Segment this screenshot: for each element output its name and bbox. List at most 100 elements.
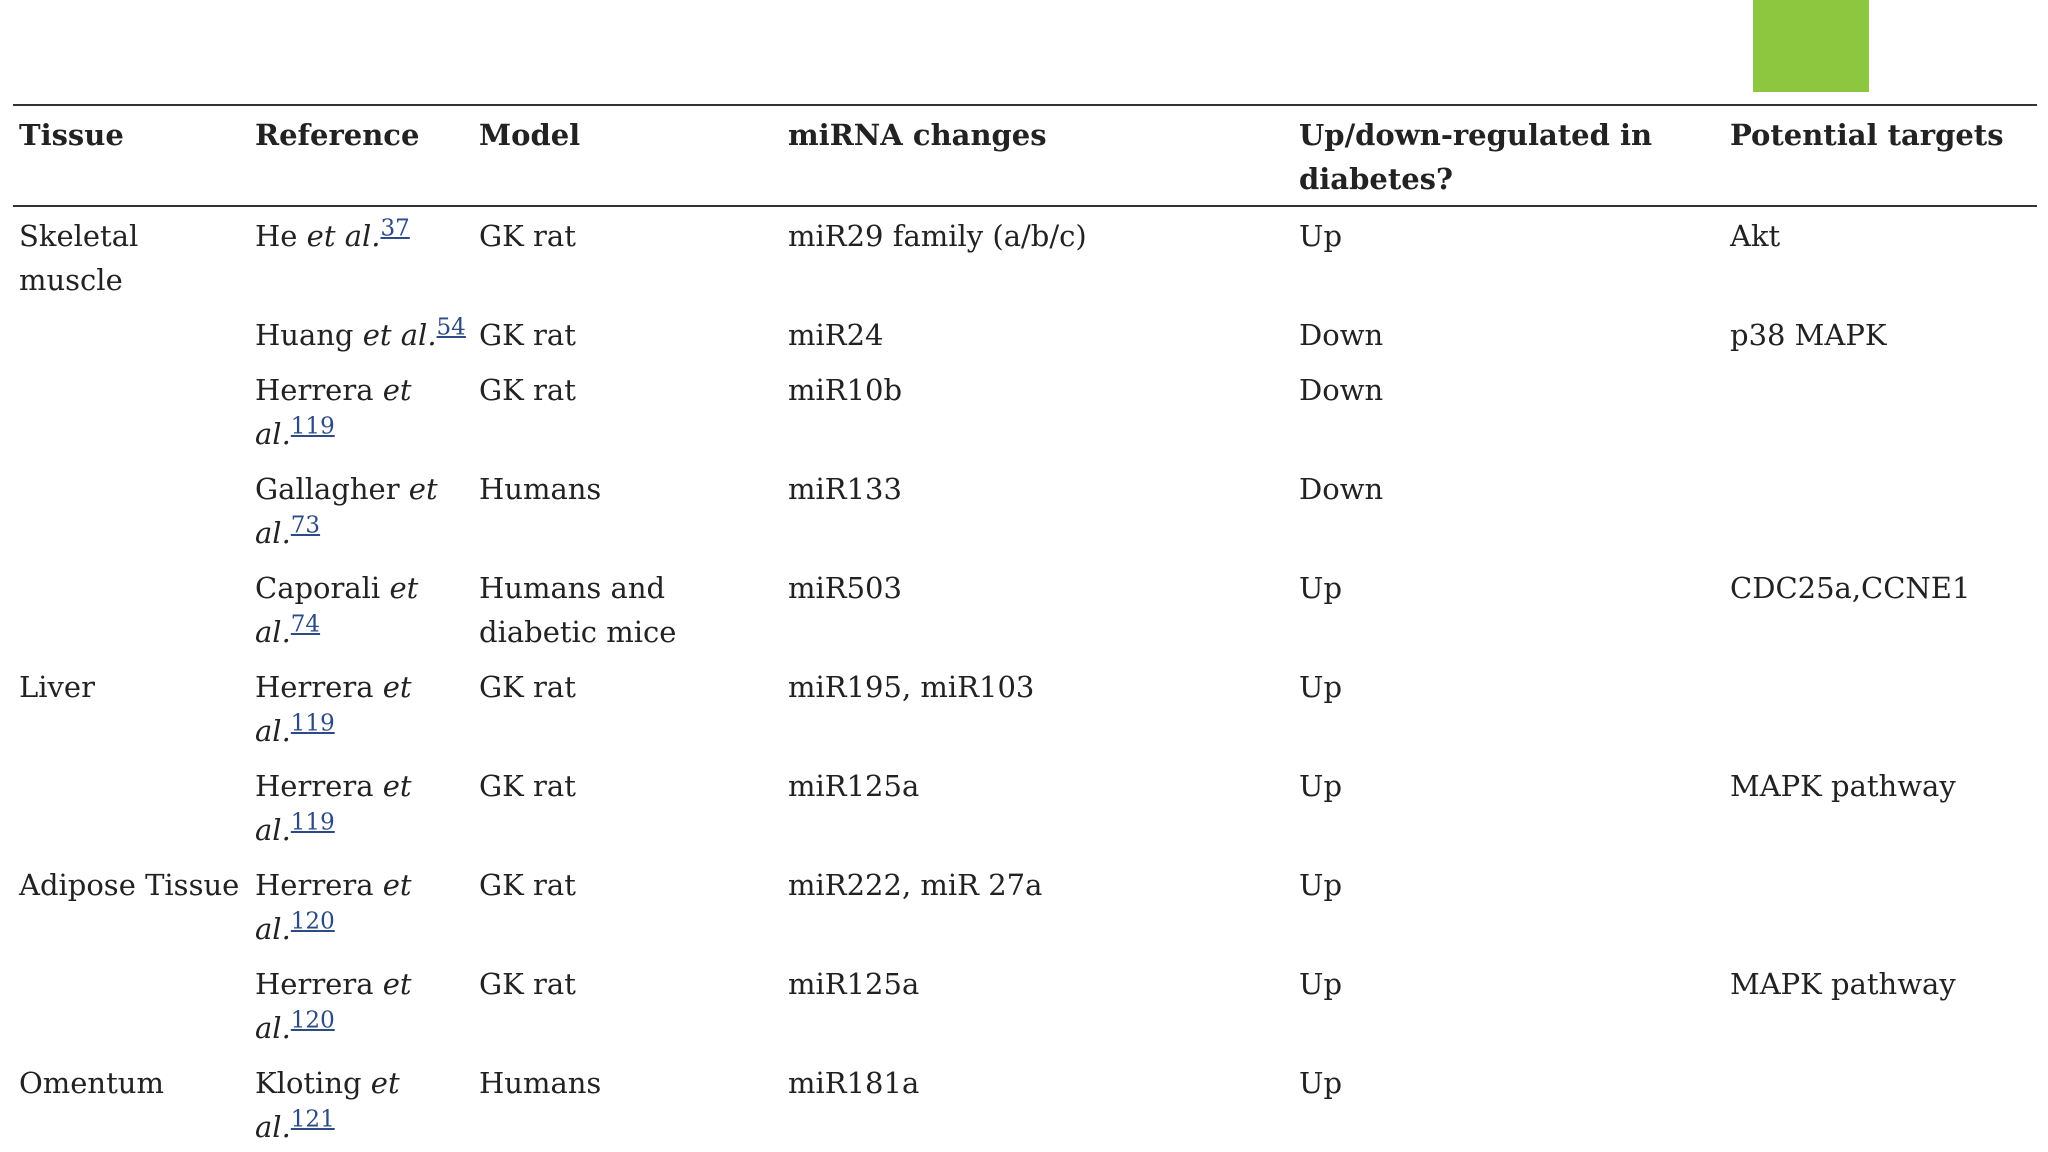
cell-regulation: Up — [1299, 571, 1343, 605]
cell-reference: Herrera et al.120 — [249, 955, 473, 1054]
cell-reference: Herrera et al.120 — [249, 856, 473, 955]
cell-model: GK rat — [479, 967, 576, 1001]
reference-link[interactable]: 54 — [436, 314, 466, 341]
cell-model: GK rat — [479, 868, 576, 902]
cell-tissue — [13, 559, 249, 658]
cell-reference: Herrera et al.119 — [249, 658, 473, 757]
cell-mirna-changes: miR125a — [788, 769, 920, 803]
cell-regulation: Up — [1299, 1066, 1343, 1100]
cell-reference: Herrera et al.119 — [249, 757, 473, 856]
reference-link[interactable]: 119 — [290, 413, 335, 440]
table-body: Skeletal muscle He et al.37 GK rat miR29 fa… — [13, 206, 2037, 1152]
cell-tissue: Omentum — [19, 1066, 164, 1100]
cell-mirna-changes: miR222, miR 27a — [788, 868, 1043, 902]
cell-regulation: Down — [1299, 318, 1384, 352]
cell-model: Humans and diabetic mice — [479, 571, 677, 649]
header-reference: Reference — [255, 118, 420, 152]
cell-model: Humans — [479, 1066, 602, 1100]
cell-reference: Kloting et al.121 — [249, 1054, 473, 1152]
reference-et-al: et al. — [255, 670, 412, 748]
cell-model: Humans — [479, 472, 602, 506]
cell-potential-targets: Akt — [1730, 219, 1781, 253]
reference-link[interactable]: 37 — [380, 215, 410, 242]
cell-potential-targets: CDC25a,CCNE1 — [1730, 571, 1971, 605]
cell-mirna-changes: miR133 — [788, 472, 902, 506]
cell-regulation: Down — [1299, 472, 1384, 506]
cell-reference: Herrera et al.119 — [249, 361, 473, 460]
cell-regulation: Up — [1299, 219, 1343, 253]
table-row: Gallagher et al.73 Humans miR133 Down — [13, 460, 2037, 559]
reference-et-al: et al. — [255, 472, 438, 550]
reference-link[interactable]: 74 — [290, 611, 321, 638]
header-tissue: Tissue — [19, 118, 124, 152]
cell-mirna-changes: miR195, miR103 — [788, 670, 1035, 704]
reference-link[interactable]: 120 — [290, 1007, 335, 1034]
cell-model: GK rat — [479, 219, 576, 253]
reference-et-al: et al. — [255, 769, 412, 847]
cell-potential-targets — [1724, 658, 2037, 757]
cell-reference: Gallagher et al.73 — [249, 460, 473, 559]
reference-et-al: et al. — [362, 318, 437, 352]
header-regulation: Up/down-regulated in diabetes? — [1299, 118, 1653, 196]
header-potential-targets: Potential targets — [1730, 118, 2004, 152]
reference-author: Herrera — [255, 769, 383, 803]
reference-author: Kloting — [255, 1066, 371, 1100]
reference-link[interactable]: 73 — [290, 512, 321, 539]
cell-potential-targets — [1724, 856, 2037, 955]
cell-reference: Caporali et al.74 — [249, 559, 473, 658]
cell-tissue — [13, 306, 249, 361]
cell-regulation: Up — [1299, 670, 1343, 704]
table-row: Caporali et al.74 Humans and diabetic mic… — [13, 559, 2037, 658]
reference-et-al: et al. — [255, 571, 419, 649]
header-model: Model — [479, 118, 581, 152]
cell-tissue: Adipose Tissue — [19, 868, 240, 902]
table-row: Huang et al.54 GK rat miR24 Down p38 MAPK — [13, 306, 2037, 361]
cell-model: GK rat — [479, 670, 576, 704]
table-row: Adipose Tissue Herrera et al.120 GK rat miR… — [13, 856, 2037, 955]
reference-author: Herrera — [255, 868, 383, 902]
reference-link[interactable]: 120 — [290, 908, 335, 935]
reference-link[interactable]: 119 — [290, 809, 335, 836]
reference-author: He — [255, 219, 307, 253]
cell-mirna-changes: miR29 family (a/b/c) — [788, 219, 1087, 253]
cell-model: GK rat — [479, 318, 576, 352]
reference-author: Herrera — [255, 373, 383, 407]
accent-block — [1753, 0, 1869, 92]
reference-author: Huang — [255, 318, 363, 352]
cell-mirna-changes: miR24 — [788, 318, 884, 352]
cell-potential-targets: MAPK pathway — [1730, 967, 1956, 1001]
table-row: Herrera et al.119 GK rat miR125a Up MAPK pat… — [13, 757, 2037, 856]
table-row: Herrera et al.120 GK rat miR125a Up MAPK pat… — [13, 955, 2037, 1054]
cell-regulation: Up — [1299, 967, 1343, 1001]
reference-author: Herrera — [255, 967, 383, 1001]
cell-tissue — [13, 361, 249, 460]
reference-et-al: et al. — [306, 219, 381, 253]
cell-mirna-changes: miR181a — [788, 1066, 920, 1100]
cell-mirna-changes: miR503 — [788, 571, 902, 605]
cell-model: GK rat — [479, 373, 576, 407]
table-row: Herrera et al.119 GK rat miR10b Down — [13, 361, 2037, 460]
cell-reference: Huang et al.54 — [249, 306, 473, 361]
table-row: Omentum Kloting et al.121 Humans miR181a Up — [13, 1054, 2037, 1152]
table-row: Liver Herrera et al.119 GK rat miR195, miR1… — [13, 658, 2037, 757]
cell-potential-targets — [1724, 361, 2037, 460]
cell-tissue: Liver — [19, 670, 95, 704]
cell-model: GK rat — [479, 769, 576, 803]
cell-reference: He et al.37 — [249, 206, 473, 306]
cell-potential-targets — [1724, 1054, 2037, 1152]
cell-tissue: Skeletal muscle — [19, 219, 139, 297]
reference-link[interactable]: 119 — [290, 710, 335, 737]
table-row: Skeletal muscle He et al.37 GK rat miR29 fa… — [13, 206, 2037, 306]
cell-tissue — [13, 460, 249, 559]
cell-potential-targets: MAPK pathway — [1730, 769, 1956, 803]
reference-et-al: et al. — [255, 1066, 400, 1144]
header-mirna-changes: miRNA changes — [788, 118, 1047, 152]
cell-potential-targets — [1724, 460, 2037, 559]
reference-link[interactable]: 121 — [290, 1106, 335, 1133]
cell-mirna-changes: miR10b — [788, 373, 903, 407]
cell-tissue — [13, 757, 249, 856]
cell-potential-targets: p38 MAPK — [1730, 318, 1887, 352]
reference-author: Gallagher — [255, 472, 409, 506]
cell-mirna-changes: miR125a — [788, 967, 920, 1001]
table-header-row: Tissue Reference Model miRNA changes Up/… — [13, 105, 2037, 206]
